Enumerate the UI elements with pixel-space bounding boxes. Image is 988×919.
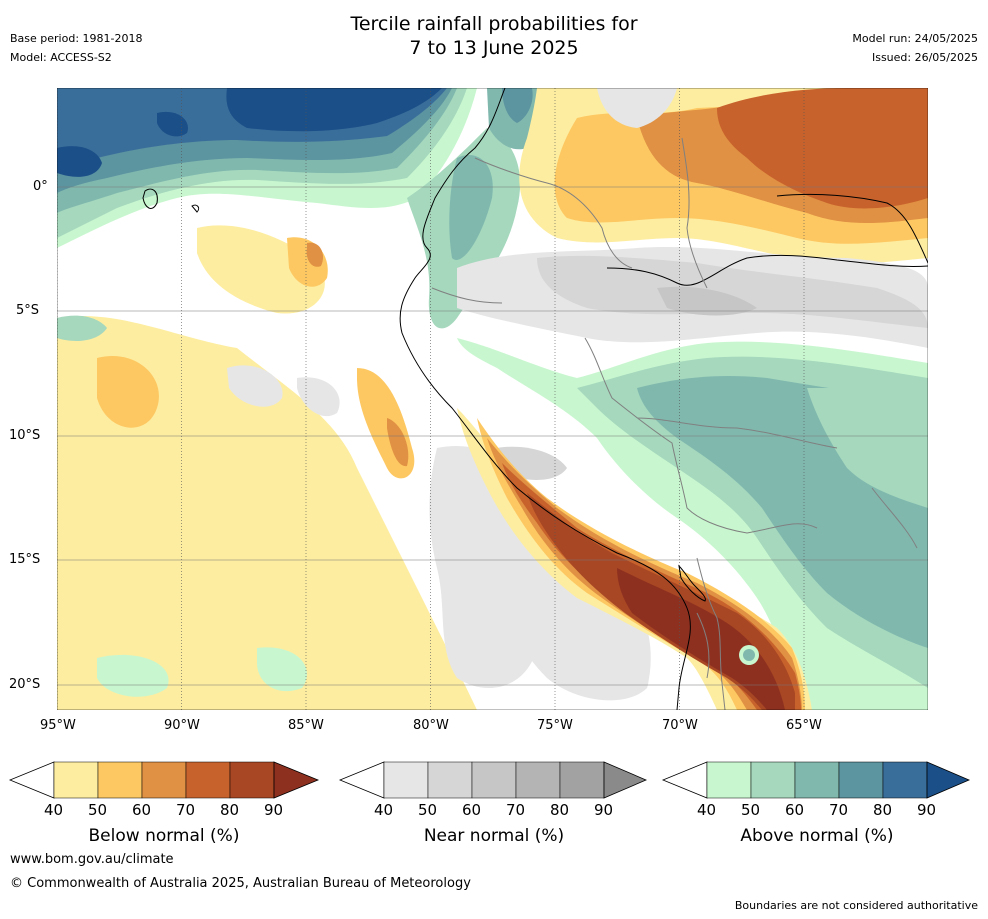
base-period-text: Base period: 1981-2018 [10, 32, 143, 45]
colorbar-label-near: Near normal (%) [423, 826, 565, 846]
chart-title: Tercile rainfall probabilities for 7 to … [0, 12, 988, 60]
colorbar-swatch [471, 761, 517, 799]
lon-label-90w: 90°W [164, 718, 200, 733]
cb-above-tick-40: 40 [697, 801, 717, 819]
model-text: Model: ACCESS-S2 [10, 51, 112, 64]
cb-near-tick-60: 60 [462, 801, 482, 819]
colorbar-swatch [141, 761, 187, 799]
lon-label-65w: 65°W [786, 718, 822, 733]
title-line-1: Tercile rainfall probabilities for [350, 13, 638, 35]
colorbar-near-normal [338, 761, 648, 799]
lon-label-85w: 85°W [288, 718, 324, 733]
colorbar-swatch [515, 761, 561, 799]
coastline [399, 88, 691, 710]
cb-below-tick-90: 90 [264, 801, 284, 819]
colorbar-below-normal [8, 761, 320, 799]
colorbar-swatch [838, 761, 884, 799]
galapagos [142, 188, 200, 213]
colorbar-label-above: Above normal (%) [740, 826, 894, 846]
lon-label-95w: 95°W [40, 718, 76, 733]
colorbar-swatch [427, 761, 473, 799]
cb-near-tick-40: 40 [374, 801, 394, 819]
title-line-2: 7 to 13 June 2025 [409, 37, 579, 59]
colorbar-swatch [97, 761, 143, 799]
colorbar-label-below: Below normal (%) [88, 826, 240, 846]
lake-titicaca [678, 564, 706, 602]
meta-left: Base period: 1981-2018 Model: ACCESS-S2 [10, 32, 142, 70]
copyright-text: © Commonwealth of Australia 2025, Austra… [10, 876, 471, 891]
latitude-lines [57, 186, 928, 686]
colorbar-swatch [882, 761, 928, 799]
cb-below-tick-70: 70 [176, 801, 196, 819]
colorbar-swatch [185, 761, 231, 799]
lon-label-70w: 70°W [662, 718, 698, 733]
lat-label-5s: 5°S [16, 303, 40, 318]
disclaimer-text: Boundaries are not considered authoritat… [734, 899, 978, 912]
colorbar-swatch [794, 761, 840, 799]
north-coast [776, 193, 928, 264]
cb-above-tick-60: 60 [785, 801, 805, 819]
colorbar-above-normal [661, 761, 971, 799]
lon-label-75w: 75°W [537, 718, 573, 733]
cb-below-tick-50: 50 [88, 801, 108, 819]
colorbar-swatch [383, 761, 429, 799]
cb-above-tick-70: 70 [829, 801, 849, 819]
colorbar-swatch [273, 761, 320, 799]
colorbar-swatch [229, 761, 275, 799]
meta-right: Model run: 24/05/2025 Issued: 26/05/2025 [852, 32, 978, 70]
website-link[interactable]: www.bom.gov.au/climate [10, 852, 174, 867]
cb-above-tick-50: 50 [741, 801, 761, 819]
amazon-river [606, 254, 928, 286]
cb-near-tick-80: 80 [550, 801, 570, 819]
lon-label-80w: 80°W [413, 718, 449, 733]
colorbar-swatch [926, 761, 971, 799]
cb-near-tick-50: 50 [418, 801, 438, 819]
lat-label-15s: 15°S [9, 552, 41, 567]
issued-text: Issued: 26/05/2025 [871, 51, 978, 64]
probability-map [57, 88, 928, 710]
probability-field [57, 88, 928, 710]
colorbar-swatch [750, 761, 796, 799]
cb-below-tick-40: 40 [44, 801, 64, 819]
cb-below-tick-60: 60 [132, 801, 152, 819]
colorbar-swatch [603, 761, 648, 799]
lat-label-20s: 20°S [9, 677, 41, 692]
colorbar-swatch [559, 761, 605, 799]
model-run-text: Model run: 24/05/2025 [852, 32, 978, 45]
colorbars [8, 761, 971, 799]
lat-label-10s: 10°S [9, 428, 41, 443]
cb-below-tick-80: 80 [220, 801, 240, 819]
colorbar-swatch [53, 761, 99, 799]
country-borders [431, 137, 918, 710]
colorbar-swatch [706, 761, 752, 799]
cb-near-tick-70: 70 [506, 801, 526, 819]
lat-label-0: 0° [33, 179, 48, 194]
cb-above-tick-80: 80 [873, 801, 893, 819]
cb-above-tick-90: 90 [917, 801, 937, 819]
cb-near-tick-90: 90 [594, 801, 614, 819]
